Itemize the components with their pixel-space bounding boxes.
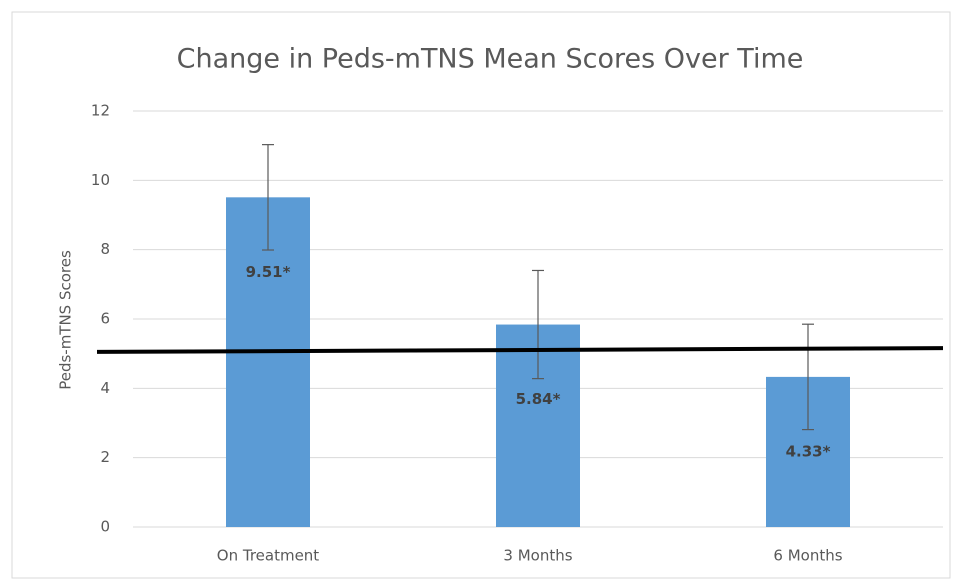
x-tick-label: 3 Months (503, 547, 572, 565)
reference-line (96, 346, 944, 354)
y-tick-label: 10 (91, 171, 110, 189)
data-label: 9.51* (246, 263, 291, 281)
chart-title: Change in Peds-mTNS Mean Scores Over Tim… (177, 44, 804, 75)
y-tick-label: 2 (100, 448, 110, 466)
y-tick-label: 12 (91, 102, 110, 120)
x-tick-label: On Treatment (217, 547, 320, 565)
y-axis-label: Peds-mTNS Scores (57, 250, 75, 390)
y-tick-label: 0 (100, 518, 110, 536)
y-tick-label: 6 (100, 310, 110, 328)
y-tick-label: 4 (100, 379, 110, 397)
data-label: 5.84* (516, 390, 561, 408)
y-tick-label: 8 (100, 240, 110, 258)
data-label: 4.33* (786, 442, 831, 460)
bar (226, 197, 310, 527)
x-tick-label: 6 Months (773, 547, 842, 565)
